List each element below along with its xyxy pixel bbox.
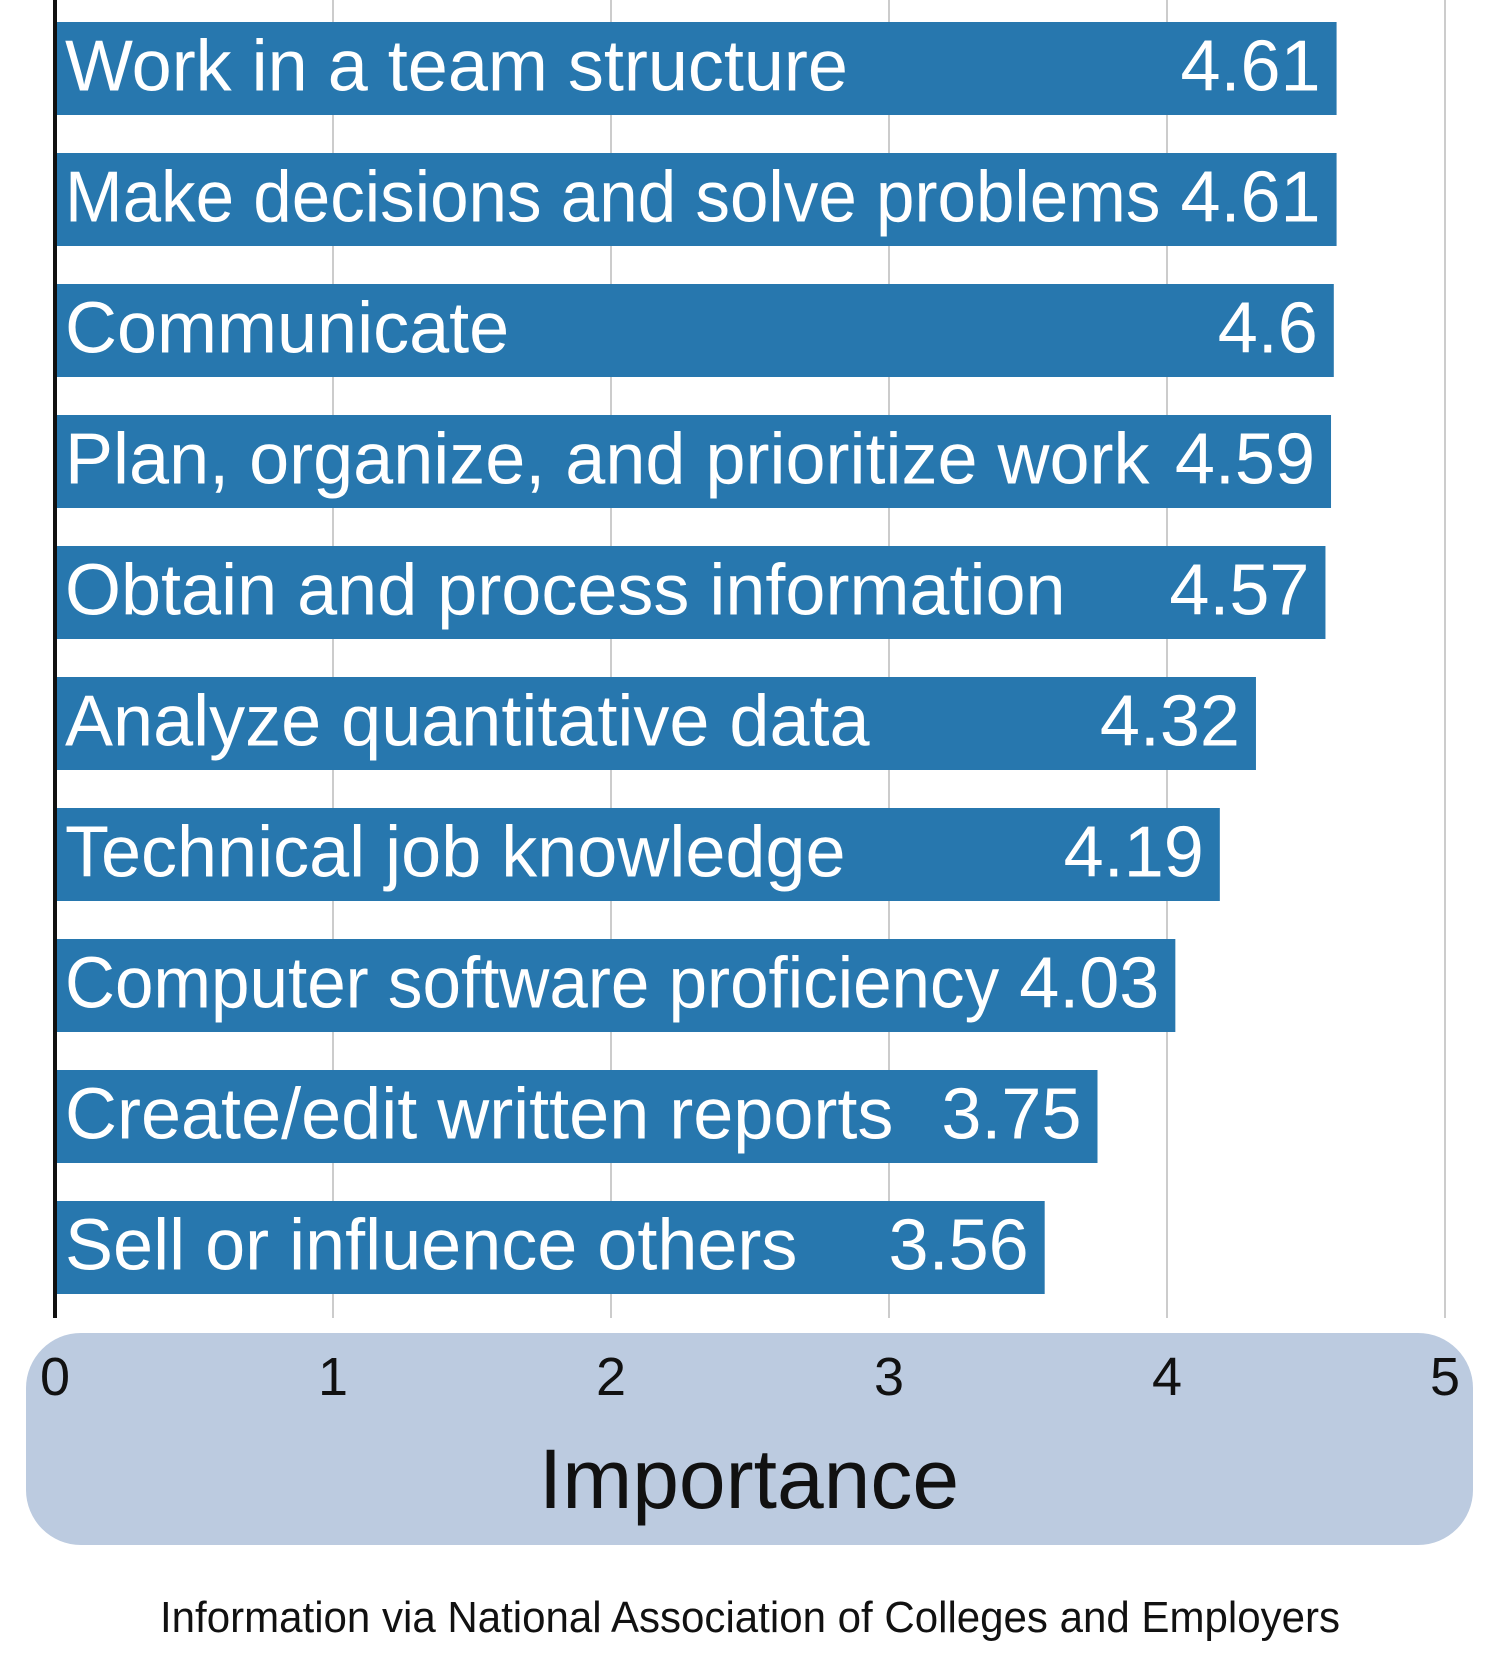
bar-value-label: 4.03 bbox=[1019, 944, 1159, 1024]
x-tick-label: 2 bbox=[596, 1347, 626, 1407]
bar-group: Communicate 4.6 bbox=[57, 284, 1334, 377]
bar-value-label: 4.19 bbox=[1064, 813, 1204, 893]
bar-value-label: 4.61 bbox=[1180, 27, 1320, 107]
bar-category-label: Obtain and process information bbox=[65, 551, 1066, 631]
bar-category-label: Computer software proficiency bbox=[65, 944, 999, 1024]
bar bbox=[57, 153, 1337, 246]
x-axis-band bbox=[26, 1333, 1473, 1545]
x-axis-title: Importance bbox=[539, 1432, 959, 1526]
bar-category-label: Create/edit written reports bbox=[65, 1075, 893, 1155]
source-note: Information via National Association of … bbox=[160, 1593, 1340, 1642]
bar-group: Technical job knowledge 4.19 bbox=[57, 808, 1220, 901]
bar-group: Obtain and process information 4.57 bbox=[57, 546, 1326, 639]
bar-group: Plan, organize, and prioritize work 4.59 bbox=[57, 415, 1332, 508]
x-tick-label: 0 bbox=[40, 1347, 70, 1407]
x-tick-label: 3 bbox=[874, 1347, 904, 1407]
bar-value-label: 4.6 bbox=[1218, 289, 1318, 369]
bar-category-label: Work in a team structure bbox=[65, 27, 848, 107]
bar-group: Create/edit written reports 3.75 bbox=[57, 1070, 1098, 1163]
bar-value-label: 3.56 bbox=[889, 1206, 1029, 1286]
bar bbox=[57, 546, 1326, 639]
bar-value-label: 4.32 bbox=[1100, 682, 1240, 762]
bar-category-label: Technical job knowledge bbox=[65, 813, 846, 893]
bar-category-label: Sell or influence others bbox=[65, 1206, 797, 1286]
bar-group: Computer software proficiency 4.03 bbox=[57, 939, 1176, 1032]
x-tick-label: 4 bbox=[1152, 1347, 1182, 1407]
bar-value-label: 4.61 bbox=[1180, 158, 1320, 238]
bar-value-label: 4.57 bbox=[1169, 551, 1309, 631]
bar bbox=[57, 415, 1332, 508]
bar-group: Work in a team structure 4.61 bbox=[57, 22, 1337, 115]
bar bbox=[57, 939, 1176, 1032]
x-axis-ticks: 0 1 2 3 4 5 bbox=[40, 1347, 1460, 1407]
bar bbox=[57, 22, 1337, 115]
x-tick-label: 1 bbox=[318, 1347, 348, 1407]
bar-group: Make decisions and solve problems 4.61 bbox=[57, 153, 1337, 246]
bar bbox=[57, 1070, 1098, 1163]
bar-group: Analyze quantitative data 4.32 bbox=[57, 677, 1256, 770]
bar-category-label: Plan, organize, and prioritize work bbox=[65, 420, 1151, 500]
bar-value-label: 3.75 bbox=[941, 1075, 1081, 1155]
bar-category-label: Communicate bbox=[65, 289, 509, 369]
bar bbox=[57, 808, 1220, 901]
bar bbox=[57, 1201, 1045, 1294]
bar-category-label: Analyze quantitative data bbox=[65, 682, 871, 762]
bar bbox=[57, 677, 1256, 770]
bar-category-label: Make decisions and solve problems bbox=[65, 158, 1160, 238]
bar-group: Sell or influence others 3.56 bbox=[57, 1201, 1045, 1294]
x-tick-label: 5 bbox=[1430, 1347, 1460, 1407]
bar-value-label: 4.59 bbox=[1175, 420, 1315, 500]
bar bbox=[57, 284, 1334, 377]
